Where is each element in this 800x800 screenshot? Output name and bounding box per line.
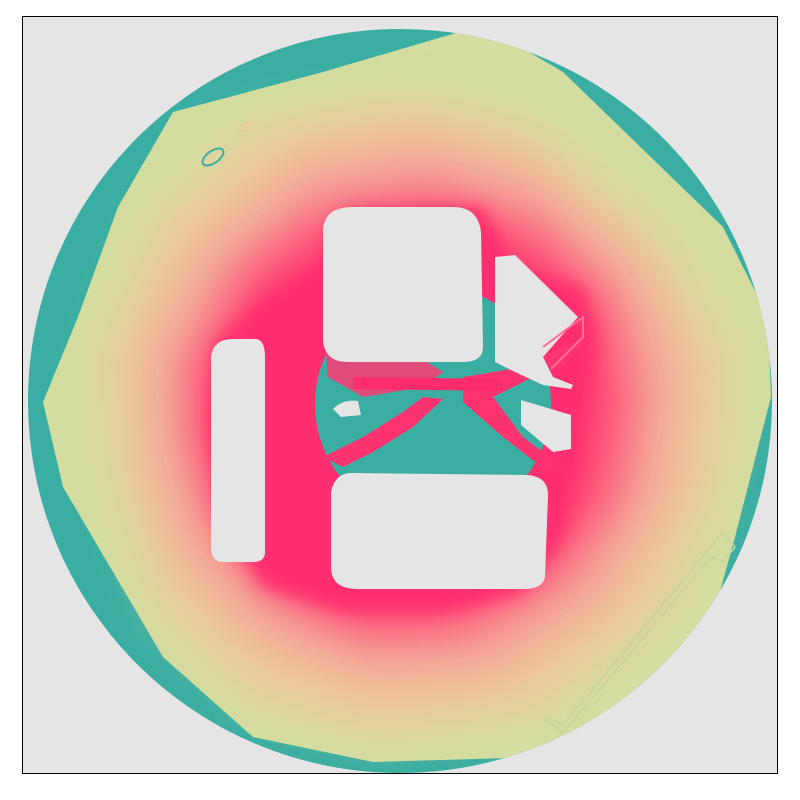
distance-field-map (28, 29, 772, 773)
contour-corner (542, 530, 736, 735)
cross-strand-right (463, 337, 583, 472)
obstacle-top (323, 207, 483, 362)
cross-strand-left (323, 397, 443, 467)
distance-field-view (22, 16, 778, 774)
obstacle-left (211, 339, 265, 562)
obstacle-right-upper (495, 255, 578, 389)
ring-small-1 (201, 147, 225, 167)
cross-strand-horizontal (353, 377, 503, 391)
contour-right (542, 315, 584, 370)
obstacle-bottom (331, 472, 548, 589)
obstacle-right-lower (521, 400, 571, 452)
ring-small-2 (238, 121, 252, 133)
obstacle-center-small (333, 400, 361, 417)
